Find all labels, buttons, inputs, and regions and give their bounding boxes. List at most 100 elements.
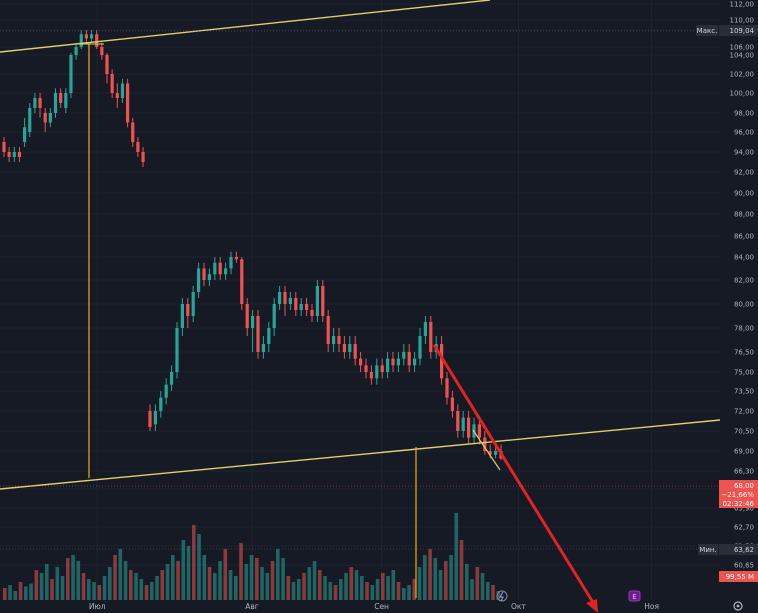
volume-bar [291,582,296,600]
volume-bar [144,585,149,600]
candle-body [229,257,233,269]
candle-body [278,292,282,304]
price-tick-label: 90,00 [734,190,754,198]
volume-bar [318,570,322,600]
candle-body [413,358,417,366]
volume-bar [81,573,86,600]
min-label: Мин. [699,546,716,554]
volume-bar [39,573,44,600]
volume-bar [307,567,312,600]
volume-bar [297,579,301,600]
volume-bar [454,513,459,600]
price-tick-label: 72,00 [734,408,754,416]
price-tick-label: 98,00 [734,110,754,118]
candle-body [207,274,211,280]
volume-bar [29,583,33,600]
volume-bar [323,576,327,600]
time-tick-label: Июл [89,602,106,611]
candle-body [89,34,94,39]
candle-body [461,417,465,431]
candle-body [261,344,265,352]
max-value-badge [719,25,758,36]
volume-bar [66,558,70,600]
gear-icon-ring [733,601,743,611]
max-value: 109,04 [730,27,755,35]
candle-body [342,344,346,352]
min-value-badge [719,544,758,555]
min-value: 63,62 [734,546,754,554]
volume-value: 99,55 M [726,573,754,581]
candle-body [310,310,314,316]
candle-body [402,352,406,359]
volume-bar [423,555,427,600]
volume-bar [312,561,317,600]
volume-bar [50,579,54,600]
candle-body [445,378,449,398]
candle-body [456,411,460,431]
price-tick-label: 60,65 [734,562,754,570]
candle-body [467,417,471,438]
price-tick-label: 76,50 [734,349,754,357]
candle-body [84,34,88,39]
candle-body [136,142,140,152]
candle-body [380,365,384,372]
candle-body [175,328,179,372]
volume-bar [8,585,12,600]
candle-body [396,358,400,366]
volume-bar [129,570,133,600]
bar-countdown: 02:32:46 [723,500,755,508]
candle-body [305,304,309,310]
lightning-icon [496,590,508,602]
candle-body [483,437,487,451]
candle-body [283,292,287,304]
candle-body [115,93,119,98]
volume-bar [24,586,28,600]
volume-bar [270,561,275,600]
volume-bar [87,579,91,600]
candle-body [7,152,11,157]
candle-body [100,47,104,55]
gear-icon-hub [736,604,740,608]
candle-body [477,424,481,438]
volume-bar [155,576,159,600]
volume-bar [491,585,495,600]
volume-bar [370,585,375,600]
price-tick-label: 62,70 [734,524,754,532]
volume-bar [339,579,343,600]
volume-bar [480,573,485,600]
lightning-icon-circle [496,590,508,602]
volume-bar [344,573,348,600]
volume-bar [60,576,65,600]
volume-bar [349,567,354,600]
candle-body [224,268,228,275]
price-tick-label: 82,00 [734,277,754,285]
volume-bar [13,591,18,600]
price-tick-label: 78,00 [734,325,754,333]
volume-bar [328,582,333,600]
volume-bar [55,567,60,600]
price-tick-label: 96,00 [734,129,754,137]
drawings [0,0,721,613]
candle-body [64,93,68,108]
volume-bar [202,555,207,600]
price-tick-label: 110,00 [730,17,755,25]
candle-body [105,55,109,74]
volume-bar [92,582,96,600]
candle-body [353,344,357,359]
max-label: Макс. [697,27,718,35]
last-price-value: 68,00 [734,482,754,490]
candle-body [251,316,255,328]
price-tick-label: 104,00 [730,52,755,60]
volume-bar [139,579,144,600]
volume-bar [150,582,154,600]
price-tick-label: 84,00 [734,254,754,262]
candle-body [180,304,184,328]
price-badges: Макс. 109,04 68,00−21,66%02:32:46 Мин. 63,62… [496,25,758,611]
candle-body [164,384,168,398]
candle-body [53,93,58,113]
candle-body [375,365,379,379]
candle-body [38,98,42,108]
price-tick-label: 75,00 [734,369,754,377]
time-axis: Июл Авг Сен Окт Ноя [89,602,659,611]
